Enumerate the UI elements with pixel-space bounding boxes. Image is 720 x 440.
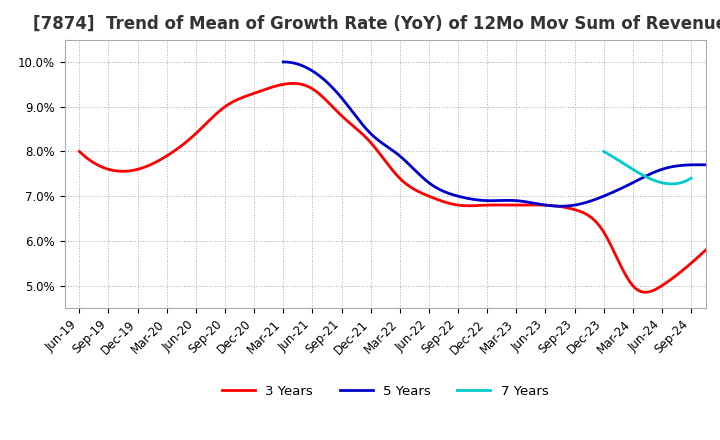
3 Years [381, 158, 390, 163]
3 Years [458, 203, 467, 208]
7 Years [641, 174, 649, 179]
3 Years [423, 193, 432, 198]
7 Years [687, 176, 696, 181]
7 Years [671, 181, 680, 187]
5 Years [487, 198, 496, 203]
7 Years [667, 181, 676, 187]
3 Years [384, 163, 393, 168]
Line: 3 Years: 3 Years [79, 84, 720, 292]
3 Years [75, 149, 84, 154]
Line: 5 Years: 5 Years [283, 62, 720, 206]
7 Years [652, 178, 660, 183]
5 Years [516, 198, 525, 204]
3 Years [288, 81, 297, 86]
5 Years [279, 59, 287, 65]
3 Years [703, 246, 711, 251]
7 Years [642, 174, 650, 179]
5 Years [540, 202, 549, 208]
5 Years [557, 204, 565, 209]
5 Years [639, 175, 647, 180]
5 Years [707, 162, 716, 168]
3 Years [642, 290, 650, 295]
7 Years [599, 149, 608, 154]
5 Years [716, 162, 720, 168]
Legend: 3 Years, 5 Years, 7 Years: 3 Years, 5 Years, 7 Years [217, 380, 554, 403]
5 Years [280, 59, 289, 65]
7 Years [647, 176, 655, 182]
Line: 7 Years: 7 Years [603, 151, 691, 184]
3 Years [716, 234, 720, 239]
Title: [7874]  Trend of Mean of Growth Rate (YoY) of 12Mo Mov Sum of Revenues: [7874] Trend of Mean of Growth Rate (YoY… [33, 15, 720, 33]
5 Years [490, 198, 498, 203]
7 Years [685, 177, 693, 182]
3 Years [601, 233, 610, 238]
